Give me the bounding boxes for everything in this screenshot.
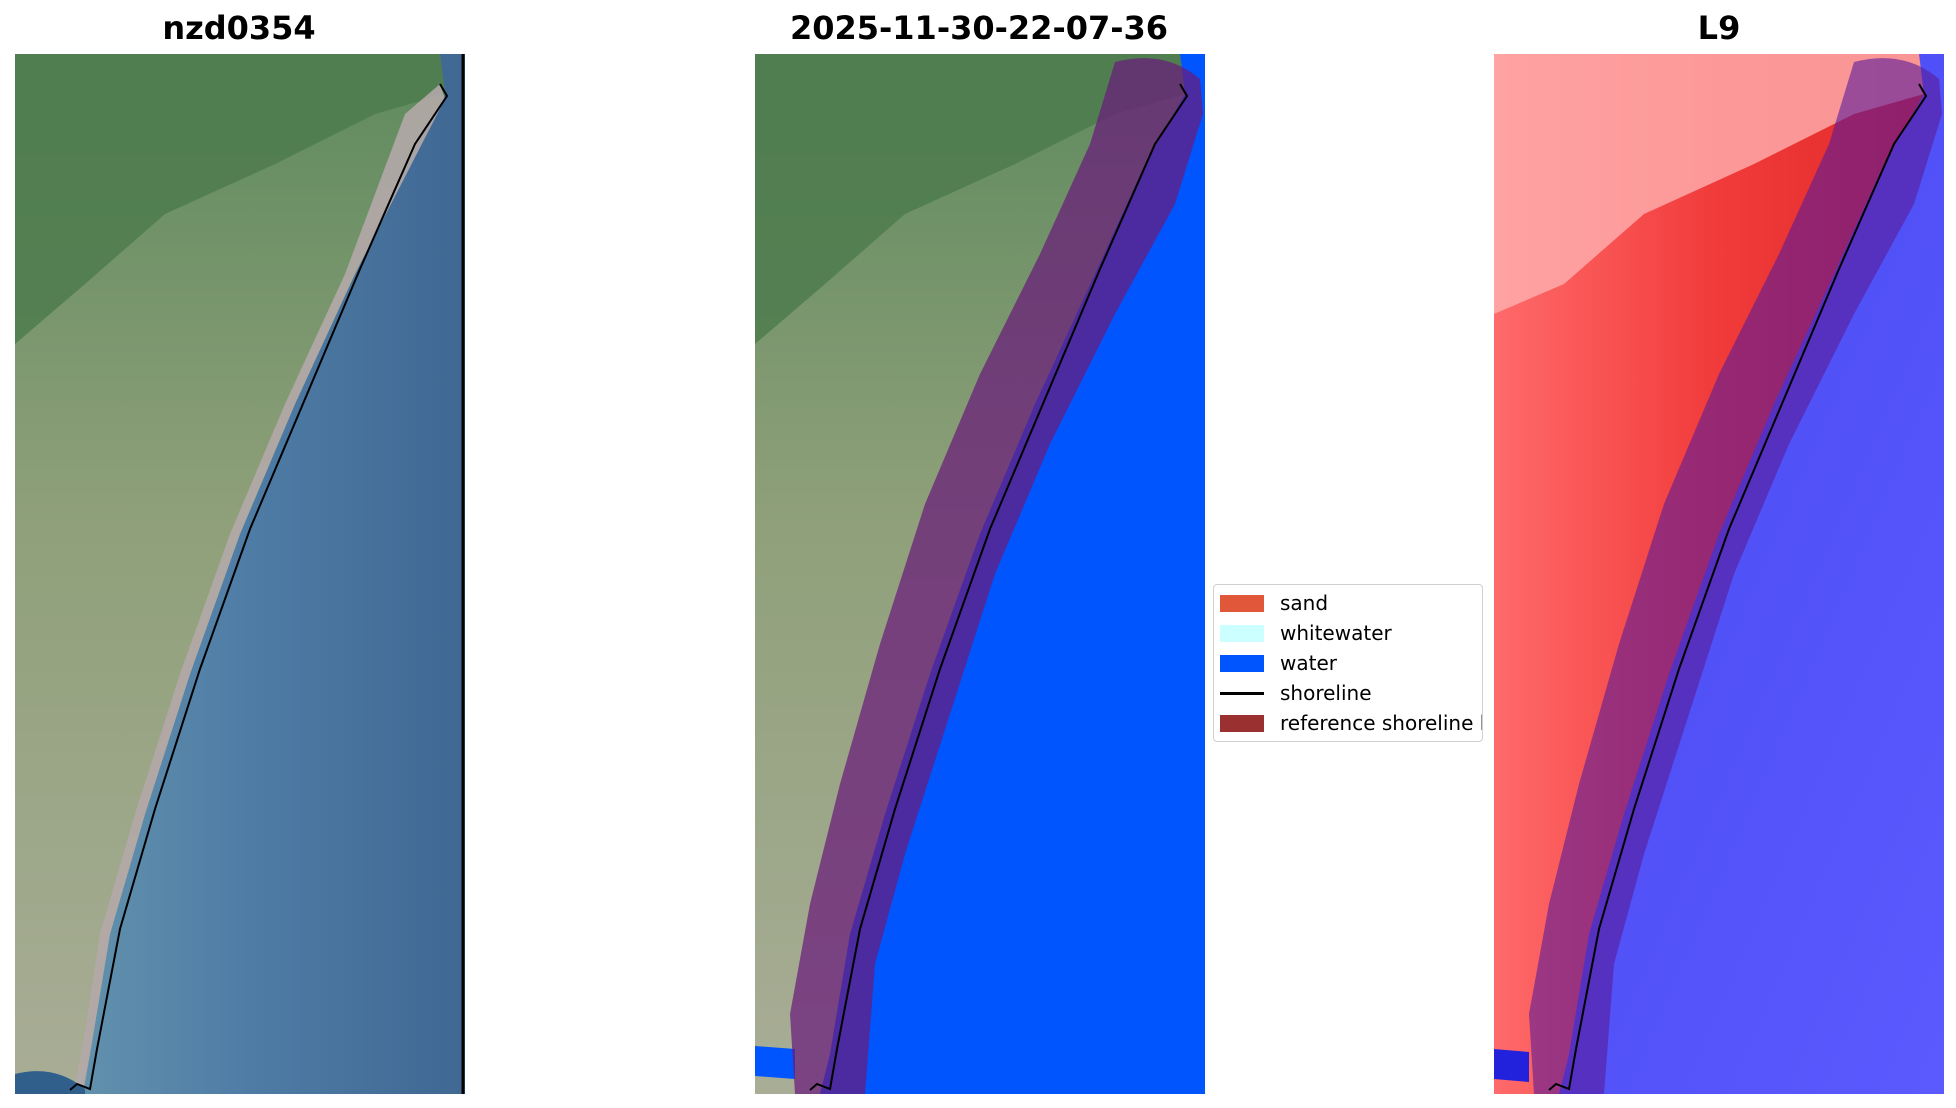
shoreline-swatch <box>1220 691 1264 695</box>
reference-shoreline-buffer <box>790 58 1203 1094</box>
classified-image <box>755 54 1205 1094</box>
legend-label-sand: sand <box>1280 591 1329 615</box>
rgb-satellite-image <box>15 54 465 1094</box>
river-mouth <box>15 1071 85 1094</box>
hills-index-area <box>1494 54 1924 314</box>
river-water-class <box>755 1046 795 1079</box>
sand-swatch <box>1220 594 1264 612</box>
shoreline-line <box>1548 83 1928 1091</box>
water-swatch <box>1220 654 1264 672</box>
legend-item-whitewater: whitewater <box>1220 621 1392 645</box>
whitewater-swatch <box>1220 624 1264 642</box>
index-image <box>1494 54 1944 1094</box>
legend-label-shoreline: shoreline <box>1280 681 1372 705</box>
legend-label-reference-shoreline: reference shoreline b <box>1280 711 1483 735</box>
land-area <box>15 54 445 1094</box>
legend-label-whitewater: whitewater <box>1280 621 1392 645</box>
index-image-panel <box>1494 54 1944 1094</box>
legend-item-reference-shoreline: reference shoreline b <box>1220 711 1483 735</box>
reference-shoreline-swatch <box>1220 714 1264 732</box>
hills-area <box>15 54 445 344</box>
legend-item-sand: sand <box>1220 591 1328 615</box>
shoreline-line <box>69 83 449 1091</box>
panel-title-rgb: nzd0354 <box>162 9 316 47</box>
river-index <box>1494 1049 1529 1082</box>
legend-item-shoreline: shoreline <box>1220 681 1372 705</box>
panel-title-index: L9 <box>1697 9 1741 47</box>
legend-item-water: water <box>1220 651 1337 675</box>
hills-area <box>755 54 1185 344</box>
classified-image-panel <box>755 54 1205 1094</box>
panel-title-classified: 2025-11-30-22-07-36 <box>789 9 1169 47</box>
legend: sand whitewater water shoreline referenc… <box>1213 584 1483 742</box>
rgb-image-panel <box>15 54 465 1094</box>
reference-shoreline-buffer <box>1529 58 1942 1094</box>
legend-label-water: water <box>1280 651 1337 675</box>
shoreline-line <box>809 83 1189 1091</box>
